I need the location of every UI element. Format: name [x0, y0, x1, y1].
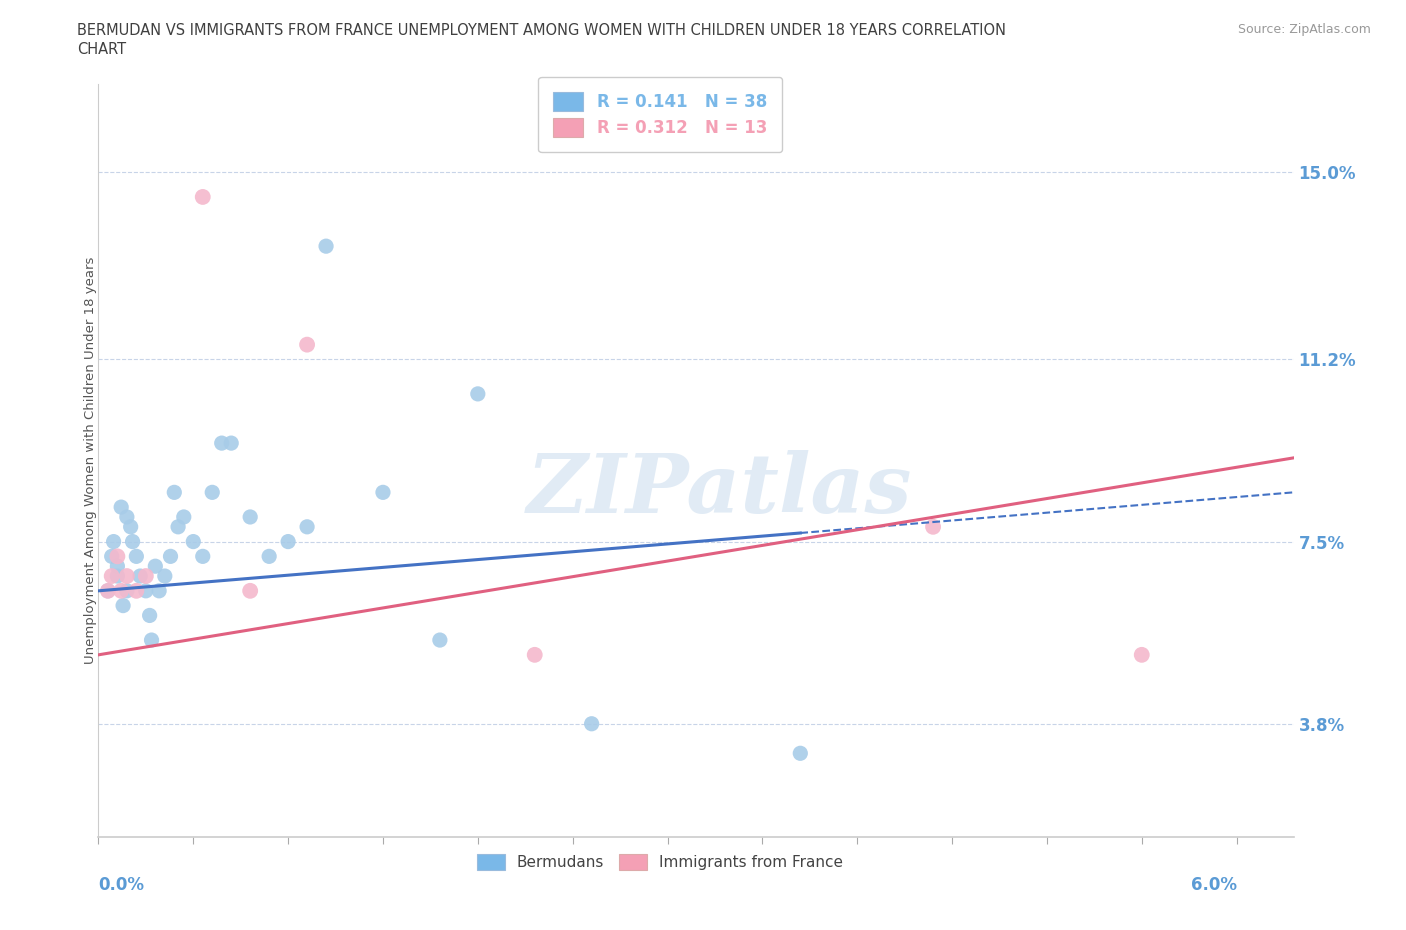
Point	[138, 608, 160, 623]
Point	[295, 519, 318, 534]
Point	[125, 583, 148, 598]
Point	[173, 510, 195, 525]
Point	[105, 549, 128, 564]
Point	[110, 583, 132, 598]
Point	[100, 568, 122, 583]
Point	[103, 534, 125, 549]
Point	[97, 583, 120, 598]
Point	[201, 485, 224, 499]
Point	[277, 534, 299, 549]
Text: CHART: CHART	[77, 42, 127, 57]
Point	[371, 485, 394, 499]
Point	[115, 583, 138, 598]
Text: 0.0%: 0.0%	[98, 876, 145, 894]
Point	[581, 716, 603, 731]
Point	[143, 559, 166, 574]
Point	[97, 583, 120, 598]
Point	[239, 510, 262, 525]
Point	[219, 435, 242, 450]
Point	[922, 519, 945, 534]
Point	[110, 499, 132, 514]
Point	[135, 568, 157, 583]
Point	[315, 239, 337, 254]
Y-axis label: Unemployment Among Women with Children Under 18 years: Unemployment Among Women with Children U…	[83, 257, 97, 664]
Point	[135, 583, 157, 598]
Point	[467, 387, 489, 402]
Point	[105, 568, 128, 583]
Point	[429, 632, 451, 647]
Point	[153, 568, 176, 583]
Point	[141, 632, 163, 647]
Point	[257, 549, 280, 564]
Point	[105, 559, 128, 574]
Point	[121, 534, 143, 549]
Point	[163, 485, 186, 499]
Point	[239, 583, 262, 598]
Point	[120, 519, 142, 534]
Point	[523, 647, 546, 662]
Point	[100, 549, 122, 564]
Point	[167, 519, 190, 534]
Point	[789, 746, 811, 761]
Point	[115, 510, 138, 525]
Text: ZIPatlas: ZIPatlas	[527, 450, 912, 530]
Point	[191, 190, 214, 205]
Point	[295, 338, 318, 352]
Point	[148, 583, 170, 598]
Point	[211, 435, 233, 450]
Point	[159, 549, 181, 564]
Point	[129, 568, 152, 583]
Point	[1130, 647, 1153, 662]
Legend: Bermudans, Immigrants from France: Bermudans, Immigrants from France	[465, 842, 855, 882]
Point	[181, 534, 204, 549]
Text: BERMUDAN VS IMMIGRANTS FROM FRANCE UNEMPLOYMENT AMONG WOMEN WITH CHILDREN UNDER : BERMUDAN VS IMMIGRANTS FROM FRANCE UNEMP…	[77, 23, 1007, 38]
Point	[112, 598, 135, 613]
Text: 6.0%: 6.0%	[1191, 876, 1237, 894]
Point	[115, 568, 138, 583]
Point	[125, 549, 148, 564]
Text: Source: ZipAtlas.com: Source: ZipAtlas.com	[1237, 23, 1371, 36]
Point	[191, 549, 214, 564]
